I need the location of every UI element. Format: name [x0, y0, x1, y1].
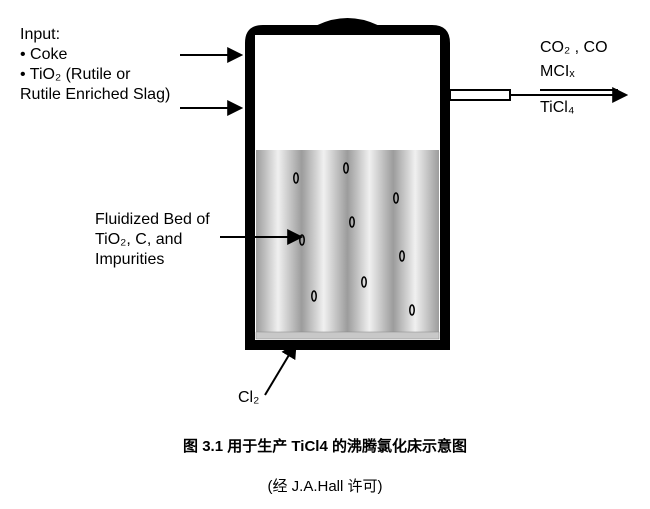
reactor-diagram — [0, 0, 650, 509]
